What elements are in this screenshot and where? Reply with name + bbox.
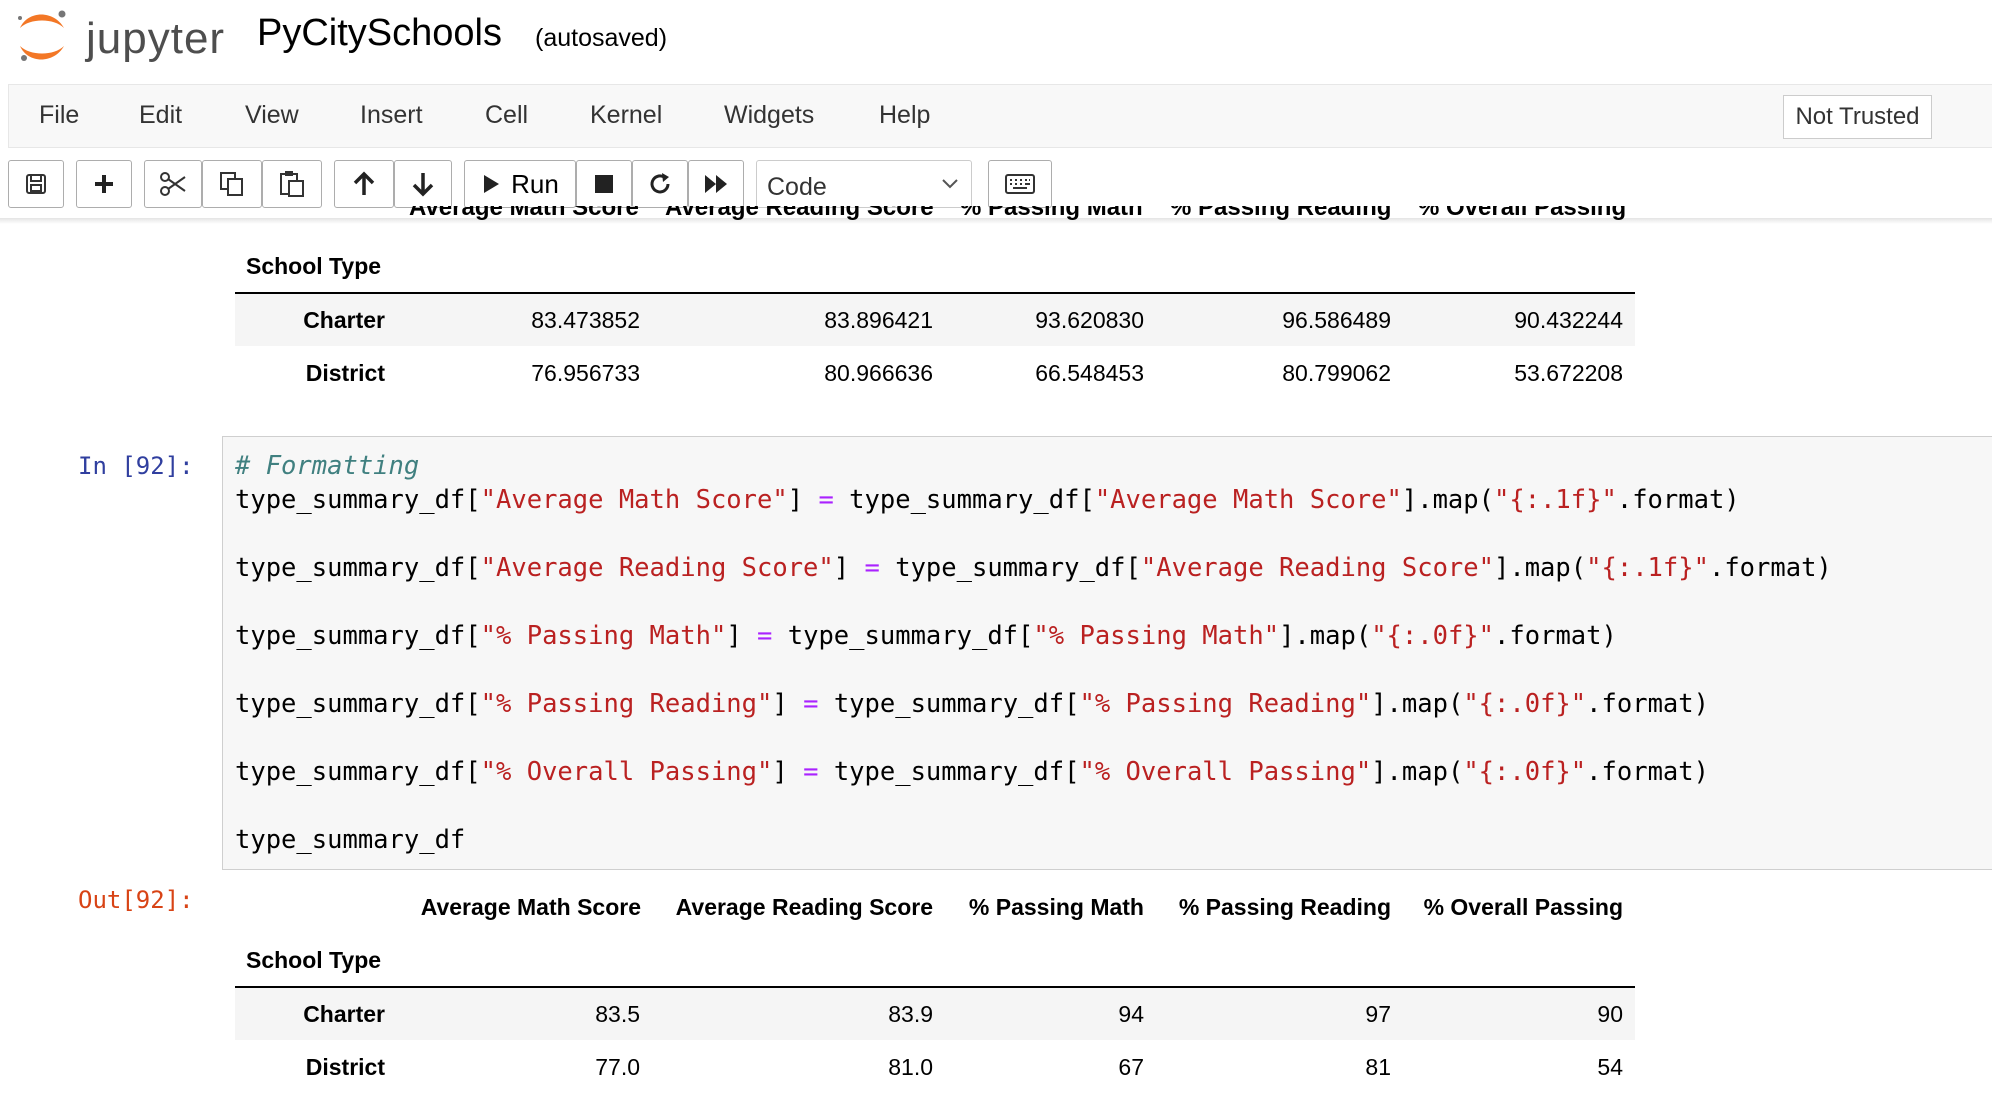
row-index-charter: Charter xyxy=(303,1001,385,1027)
menu-edit[interactable]: Edit xyxy=(139,101,183,129)
play-icon xyxy=(484,175,500,193)
row-index-district: District xyxy=(305,1054,385,1080)
clipped-header-overall: % Overall Passing xyxy=(1418,206,1627,220)
cell-value: 54 xyxy=(1597,1054,1623,1080)
logo-text: jupyter xyxy=(86,14,226,63)
run-button[interactable]: Run xyxy=(464,160,576,208)
menu-cell[interactable]: Cell xyxy=(485,101,529,129)
row-stripe xyxy=(235,988,1635,1040)
jupyter-logo[interactable]: jupyter xyxy=(14,8,224,68)
code-line: type_summary_df["% Passing Math"] = type… xyxy=(235,621,1617,651)
column-header: Average Math Score xyxy=(420,894,641,920)
code-line: type_summary_df["% Passing Reading"] = t… xyxy=(235,689,1709,719)
cell-type-value: Code xyxy=(767,173,827,201)
menu-kernel[interactable]: Kernel xyxy=(590,101,663,129)
notebook-header: jupyter PyCitySchools (autosaved) xyxy=(0,0,1992,84)
clipped-header-pass-reading: % Passing Reading xyxy=(1170,206,1392,220)
cut-button[interactable] xyxy=(144,160,202,208)
row-stripe xyxy=(235,294,1635,346)
chevron-down-icon xyxy=(942,179,958,189)
fast-forward-icon xyxy=(705,175,727,193)
column-header: % Passing Reading xyxy=(1178,894,1391,920)
menu-file[interactable]: File xyxy=(39,101,80,129)
code-last-line: type_summary_df xyxy=(235,825,466,855)
save-button[interactable] xyxy=(8,160,64,208)
index-name: School Type xyxy=(246,253,382,279)
not-trusted-button[interactable]: Not Trusted xyxy=(1783,95,1932,139)
cell-value: 97 xyxy=(1365,1001,1391,1027)
cell-value: 94 xyxy=(1118,1001,1144,1027)
output-prompt: Out[92]: xyxy=(78,886,194,914)
cell-value: 90.432244 xyxy=(1514,307,1623,333)
cell-type-select[interactable]: Code xyxy=(756,160,972,208)
cell-value: 76.956733 xyxy=(531,360,640,386)
code-line: type_summary_df["% Overall Passing"] = t… xyxy=(235,757,1709,787)
copy-icon xyxy=(220,172,243,196)
cell-value: 83.473852 xyxy=(531,307,640,333)
cell-value: 81.0 xyxy=(888,1054,933,1080)
cell-value: 80.799062 xyxy=(1282,360,1391,386)
clipped-header-reading: Average Reading Score xyxy=(665,206,934,220)
input-prompt: In [92]: xyxy=(78,452,194,480)
column-header: Average Reading Score xyxy=(675,894,933,920)
cell-value: 53.672208 xyxy=(1514,360,1623,386)
menu-insert[interactable]: Insert xyxy=(360,101,423,129)
code-line: type_summary_df["Average Math Score"] = … xyxy=(235,485,1740,515)
cell-value: 83.5 xyxy=(595,1001,640,1027)
row-index-district: District xyxy=(305,360,385,386)
autosave-status: (autosaved) xyxy=(535,24,668,52)
cell-value: 83.896421 xyxy=(824,307,933,333)
arrow-up-icon xyxy=(353,171,375,195)
paste-button[interactable] xyxy=(262,160,322,208)
restart-button[interactable] xyxy=(632,160,688,208)
toolbar-shadow xyxy=(0,218,1992,224)
restart-run-all-button[interactable] xyxy=(688,160,744,208)
menu-widgets[interactable]: Widgets xyxy=(724,101,815,129)
code-line: type_summary_df["Average Reading Score"]… xyxy=(235,553,1832,583)
column-header: % Overall Passing xyxy=(1423,894,1623,920)
cut-icon xyxy=(160,172,186,196)
cell-value: 81 xyxy=(1365,1054,1391,1080)
clipped-header-math: Average Math Score xyxy=(409,206,639,220)
run-label: Run xyxy=(511,168,559,199)
toolbar: Run Code xyxy=(0,148,1992,220)
interrupt-button[interactable] xyxy=(576,160,632,208)
cell-value: 96.586489 xyxy=(1282,307,1391,333)
paste-icon xyxy=(280,171,304,197)
column-header: % Passing Math xyxy=(968,894,1144,920)
code-editor[interactable]: # Formatting type_summary_df["Average Ma… xyxy=(222,436,1992,870)
header-rule xyxy=(235,292,1635,294)
move-down-button[interactable] xyxy=(394,160,452,208)
save-icon xyxy=(26,174,46,194)
cell-value: 66.548453 xyxy=(1035,360,1144,386)
clipped-header-pass-math: % Passing Math xyxy=(960,206,1143,220)
cell-value: 67 xyxy=(1118,1054,1144,1080)
cell-value: 77.0 xyxy=(595,1054,640,1080)
move-up-button[interactable] xyxy=(334,160,394,208)
row-index-charter: Charter xyxy=(303,307,385,333)
menu-help[interactable]: Help xyxy=(879,101,931,129)
jupyter-logo-icon xyxy=(18,10,66,61)
stop-icon xyxy=(595,175,613,193)
menubar: File Edit View Insert Cell Kernel Widget… xyxy=(8,84,1992,148)
keyboard-icon xyxy=(1005,174,1035,194)
cell-value: 83.9 xyxy=(888,1001,933,1027)
copy-button[interactable] xyxy=(202,160,262,208)
command-palette-button[interactable] xyxy=(988,160,1052,208)
restart-icon xyxy=(650,173,670,194)
code-comment-line: # Formatting xyxy=(235,451,420,481)
arrow-down-icon xyxy=(412,173,434,197)
header-rule xyxy=(235,986,1635,988)
insert-cell-button[interactable] xyxy=(76,160,132,208)
cell-value: 80.966636 xyxy=(824,360,933,386)
plus-icon xyxy=(95,175,113,193)
notebook-title[interactable]: PyCitySchools xyxy=(257,12,502,54)
cell-value: 93.620830 xyxy=(1035,307,1144,333)
cell-value: 90 xyxy=(1597,1001,1623,1027)
index-name: School Type xyxy=(246,947,382,973)
menu-view[interactable]: View xyxy=(245,101,299,129)
clipped-header-row: Average Math Score Average Reading Score… xyxy=(400,206,1630,220)
